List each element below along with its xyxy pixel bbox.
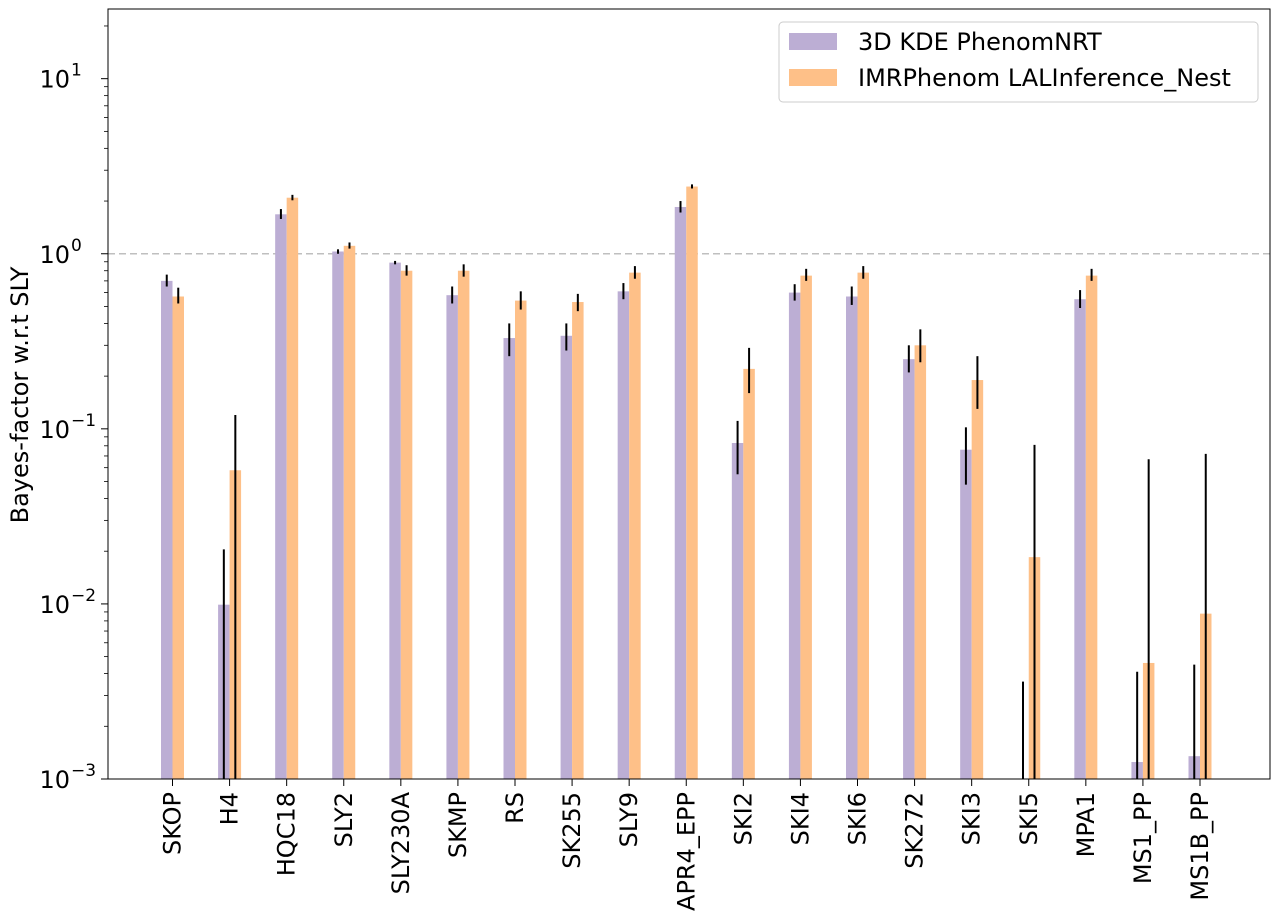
x-tick-label: SKI2 bbox=[729, 792, 757, 845]
legend-swatch bbox=[789, 33, 837, 50]
bar-lal-skmp bbox=[457, 270, 470, 779]
bar-kde-mpa1 bbox=[1074, 299, 1086, 779]
x-tick-label: SK272 bbox=[901, 792, 929, 869]
bar-kde-sly2 bbox=[332, 251, 344, 779]
bar-kde-sly9 bbox=[617, 291, 630, 779]
bar-lal-skop bbox=[172, 296, 184, 779]
y-tick-base: 10 bbox=[39, 241, 70, 269]
x-tick-label: SLY9 bbox=[615, 792, 643, 847]
y-tick-label: 10 bbox=[39, 241, 70, 269]
bar-kde-sk255 bbox=[560, 335, 573, 779]
bar-kde-hqc18 bbox=[275, 214, 287, 779]
y-tick-exponent: −1 bbox=[71, 411, 96, 431]
y-tick-base: 10 bbox=[39, 766, 70, 794]
bars-layer bbox=[161, 186, 1212, 780]
bar-lal-ski6 bbox=[857, 272, 869, 779]
bar-lal-hqc18 bbox=[286, 197, 299, 779]
x-tick-label: SLY230A bbox=[387, 791, 415, 894]
bar-lal-mpa1 bbox=[1085, 275, 1098, 779]
bar-kde-ski3 bbox=[960, 449, 972, 779]
x-tick-label: MS1B_PP bbox=[1186, 792, 1214, 901]
legend-label: IMRPhenom LALInference_Nest bbox=[858, 64, 1231, 92]
bar-lal-ski4 bbox=[800, 275, 812, 779]
y-tick-label: 10 bbox=[39, 591, 70, 619]
bar-kde-skop bbox=[161, 280, 173, 779]
x-tick-label: MS1_PP bbox=[1129, 792, 1157, 884]
y-tick-exponent: −3 bbox=[71, 761, 96, 781]
x-tick-label: H4 bbox=[216, 792, 244, 825]
bar-kde-sk272 bbox=[903, 359, 915, 779]
bar-lal-sly230a bbox=[400, 270, 413, 779]
y-tick-exponent: −2 bbox=[71, 586, 96, 606]
x-tick-label: SLY2 bbox=[330, 792, 358, 847]
x-tick-label: SKI4 bbox=[786, 792, 814, 845]
y-tick-base: 10 bbox=[39, 591, 70, 619]
bar-lal-apr4_epp bbox=[686, 186, 698, 780]
bar-kde-ski2 bbox=[731, 443, 744, 779]
bar-lal-sk255 bbox=[572, 302, 584, 779]
bar-kde-ski4 bbox=[788, 292, 801, 779]
x-tick-label: SKMP bbox=[444, 792, 472, 858]
bar-lal-rs bbox=[515, 300, 527, 779]
plot-frame bbox=[107, 8, 1271, 780]
legend: 3D KDE PhenomNRT IMRPhenom LALInference_N… bbox=[778, 21, 1259, 103]
x-tick-label: RS bbox=[501, 792, 529, 824]
bar-lal-ski3 bbox=[971, 380, 984, 779]
y-tick-exponent: 1 bbox=[71, 61, 82, 81]
bar-kde-sly230a bbox=[389, 262, 401, 779]
x-tick-label: SKI6 bbox=[844, 792, 872, 845]
bar-kde-ski6 bbox=[846, 296, 858, 779]
x-tick-label: SKI5 bbox=[1015, 792, 1043, 845]
x-tick-label: APR4_EPP bbox=[672, 792, 700, 911]
x-tick-label: MPA1 bbox=[1072, 792, 1100, 857]
bar-lal-sly2 bbox=[343, 245, 356, 779]
y-tick-exponent: 0 bbox=[71, 236, 82, 256]
y-tick-label: 10 bbox=[39, 416, 70, 444]
legend-box bbox=[778, 21, 1259, 103]
y-tick-label: 10 bbox=[39, 766, 70, 794]
legend-label: 3D KDE PhenomNRT bbox=[858, 28, 1102, 56]
y-tick-base: 10 bbox=[39, 416, 70, 444]
x-tick-label: SKI3 bbox=[958, 792, 986, 845]
y-tick-base: 10 bbox=[39, 66, 70, 94]
bar-kde-apr4_epp bbox=[674, 206, 687, 779]
legend-swatch bbox=[789, 69, 837, 86]
y-tick-label: 10 bbox=[39, 66, 70, 94]
bar-lal-ski2 bbox=[743, 368, 755, 779]
y-axis-label: Bayes-factor w.r.t SLY bbox=[6, 266, 34, 523]
x-tick-label: SKOP bbox=[159, 792, 187, 855]
x-tick-label: SK255 bbox=[558, 792, 586, 869]
bar-kde-rs bbox=[503, 338, 515, 779]
error-bars-layer bbox=[165, 184, 1207, 779]
x-ticks: SKOP H4 HQC18 SLY2 SLY230A SKMP RS SK255 SLY9 APR… bbox=[159, 779, 1214, 911]
x-tick-label: HQC18 bbox=[273, 792, 301, 876]
bar-lal-sly9 bbox=[629, 272, 641, 779]
bar-lal-sk272 bbox=[914, 345, 927, 779]
bar-kde-skmp bbox=[446, 295, 458, 779]
